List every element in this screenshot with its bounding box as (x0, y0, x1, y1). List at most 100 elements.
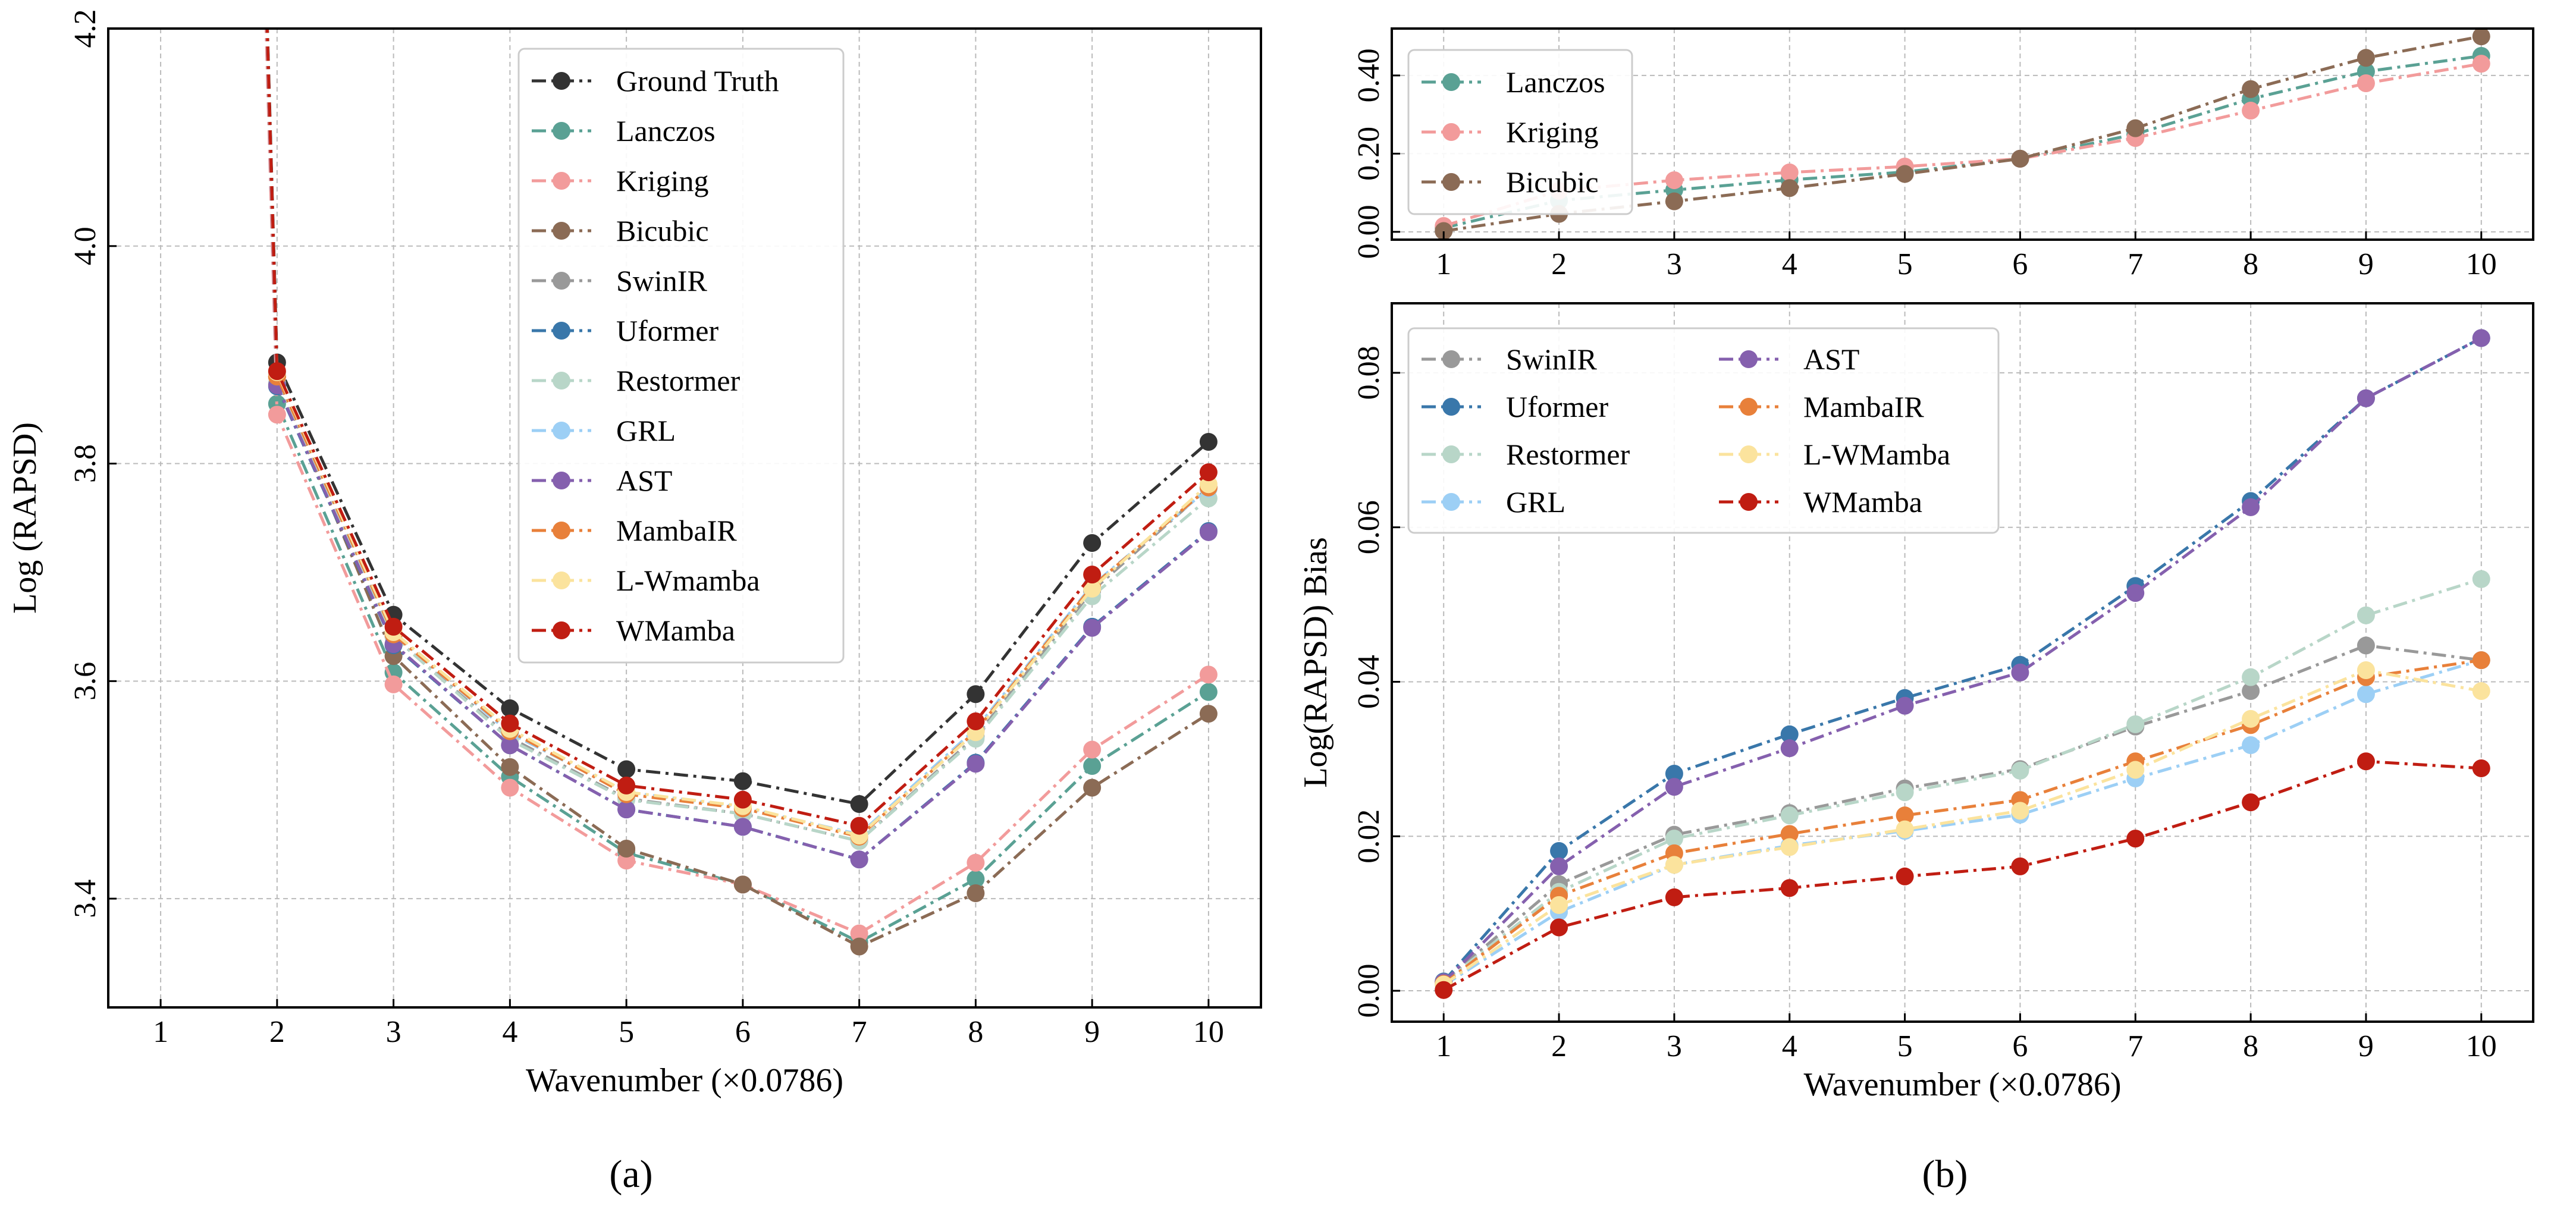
data-point-Restormer-7 (2126, 715, 2145, 733)
data-point-Kriging-7 (850, 924, 868, 943)
data-point-AST-4 (501, 736, 519, 755)
y-tick-label: 0.00 (1352, 205, 1386, 259)
legend-label: GRL (616, 414, 676, 447)
legend-label: SwinIR (616, 264, 707, 297)
series-line-Ground Truth (266, 29, 1210, 806)
legend-item-SwinIR: SwinIR (1422, 343, 1597, 376)
legend-marker (1740, 350, 1758, 368)
data-point-Ground Truth-7 (850, 795, 868, 813)
legend-item-WMamba: WMamba (1719, 485, 1922, 519)
x-tick-label: 6 (2012, 1029, 2028, 1063)
series-group (264, 29, 1218, 956)
data-point-Ground Truth-6 (733, 772, 752, 790)
data-point-WMamba-6 (2011, 857, 2029, 875)
x-tick-label: 7 (2128, 247, 2143, 281)
data-point-Bicubic-9 (1083, 778, 1102, 797)
y-axis-label: Log(RAPSD) Bias (1297, 537, 1334, 788)
legend-item-Kriging: Kriging (1422, 115, 1599, 149)
data-point-Kriging-4 (1780, 163, 1799, 181)
legend-box (1407, 49, 1633, 215)
data-point-Bicubic-10 (2472, 29, 2490, 46)
x-tick-label: 8 (2243, 1029, 2258, 1063)
y-tick-label: 3.8 (68, 444, 102, 483)
x-tick-label: 4 (502, 1015, 517, 1049)
x-tick-label: 3 (1667, 1029, 1682, 1063)
data-point-WMamba-7 (850, 817, 868, 835)
x-tick-label: 1 (153, 1015, 168, 1049)
data-point-Ground Truth-10 (1199, 432, 1218, 451)
legend-marker (1442, 493, 1460, 511)
series-line-WMamba (265, 29, 1210, 828)
legend-marker (1442, 73, 1460, 91)
plot-frame (107, 27, 1262, 1009)
panel-label-b: (b) (1922, 1153, 1968, 1196)
data-point-Restormer-3 (1665, 830, 1683, 848)
y-tick-label: 0.02 (1352, 809, 1386, 863)
legend-marker (553, 272, 570, 290)
data-point-WMamba-3 (1665, 888, 1683, 906)
legend-label: SwinIR (1506, 343, 1597, 376)
data-point-Bicubic-8 (2242, 80, 2260, 98)
x-tick-label: 5 (1897, 247, 1913, 281)
legend-marker (1442, 445, 1460, 463)
data-point-Bicubic-1 (1435, 222, 1453, 240)
data-point-Kriging-9 (2357, 74, 2375, 93)
legend: Lanczos Kriging Bicubic (1407, 49, 1633, 215)
data-point-WMamba-2 (1550, 918, 1568, 937)
legend-marker (553, 522, 570, 539)
data-point-AST-4 (1780, 739, 1799, 758)
legend-label: L-WMamba (1803, 438, 1950, 471)
legend-item-AST: AST (532, 464, 672, 497)
data-point-Bicubic-6 (2011, 149, 2029, 168)
legend-item-MambaIR: MambaIR (532, 514, 737, 547)
data-point-L-WMamba-4 (1780, 838, 1799, 856)
series-line-Uformer (1442, 337, 2482, 983)
legend-marker (553, 372, 570, 390)
data-point-L-Wmamba-9 (1083, 579, 1102, 598)
data-point-Restormer-6 (2011, 761, 2029, 780)
chart-panel-b-bottom: 1 2 3 4 5 6 7 8 9 10 0.00 0.02 0.04 0.06 0.08 Wavenumbe… (1297, 302, 2534, 1103)
data-point-L-WMamba-3 (1665, 856, 1683, 874)
chart-panel-a: 1 2 3 4 5 6 7 8 9 10 3.4 3.6 3.8 4.0 4.2 Wavenumber (×0… (7, 10, 1262, 1099)
legend-label: AST (616, 464, 672, 497)
legend-label: L-Wmamba (616, 564, 760, 597)
data-point-Bicubic-4 (1780, 179, 1799, 197)
data-point-AST-6 (733, 818, 752, 836)
series-line-MambaIR (265, 29, 1210, 839)
x-tick-label: 8 (2243, 247, 2258, 281)
data-point-AST-7 (2126, 584, 2145, 602)
legend-marker (553, 222, 570, 240)
y-tick-label: 0.08 (1352, 346, 1386, 400)
x-tick-label: 9 (2358, 247, 2374, 281)
legend-marker (1740, 398, 1758, 416)
data-point-AST-8 (967, 755, 985, 773)
legend-label: MambaIR (616, 514, 737, 547)
legend-item-Bicubic: Bicubic (1422, 165, 1599, 199)
legend-item-GRL: GRL (1422, 485, 1565, 519)
y-tick-label: 4.0 (68, 227, 102, 265)
x-tick-label: 10 (2466, 247, 2497, 281)
legend-item-SwinIR: SwinIR (532, 264, 707, 297)
legend-item-Restormer: Restormer (532, 364, 741, 397)
series-line-AST (1442, 337, 2482, 984)
data-point-Restormer-5 (1896, 783, 1914, 802)
data-point-Bicubic-5 (617, 839, 636, 858)
data-point-Bicubic-9 (2357, 49, 2375, 67)
x-tick-label: 6 (735, 1015, 751, 1049)
x-tick-label: 2 (1551, 247, 1567, 281)
data-point-WMamba-4 (1780, 879, 1799, 897)
y-tick-label: 3.4 (68, 880, 102, 918)
legend-item-L-Wmamba: L-Wmamba (532, 564, 760, 597)
series-line-Lanczos (265, 29, 1210, 944)
x-tick-label: 1 (1436, 1029, 1451, 1063)
series-line-AST (265, 29, 1210, 862)
data-point-WMamba-5 (1896, 867, 1914, 885)
data-point-SwinIR-8 (2242, 682, 2260, 701)
data-point-Kriging-3 (1665, 171, 1683, 190)
x-tick-label: 7 (852, 1015, 867, 1049)
data-point-Lanczos-8 (967, 870, 985, 888)
data-point-L-WMamba-2 (1550, 896, 1568, 914)
legend-label: Lanczos (616, 114, 716, 147)
x-tick-label: 8 (968, 1015, 983, 1049)
panel-label-a: (a) (609, 1153, 652, 1196)
